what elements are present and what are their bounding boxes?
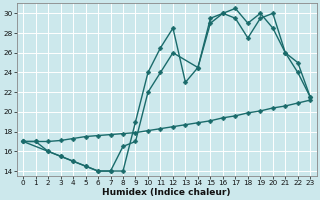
X-axis label: Humidex (Indice chaleur): Humidex (Indice chaleur): [102, 188, 231, 197]
